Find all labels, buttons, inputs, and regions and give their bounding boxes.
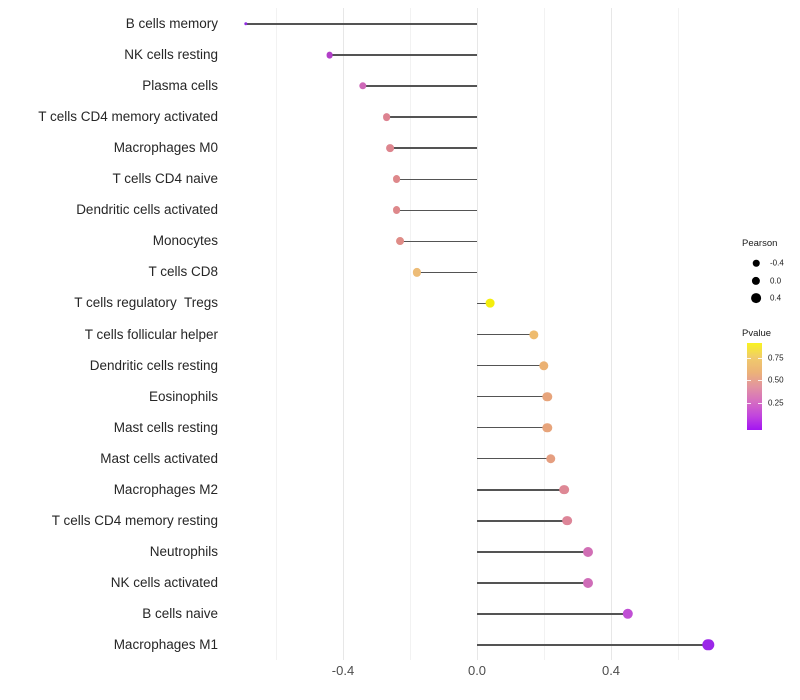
lollipop-stem [477, 582, 588, 584]
y-axis-label: Eosinophils [148, 388, 218, 404]
lollipop-stem [477, 333, 534, 336]
lollipop-stem [399, 240, 477, 243]
lollipop-dot [582, 577, 593, 588]
y-axis-label: Mast cells resting [113, 419, 218, 435]
legend-size-label: 0.4 [770, 293, 782, 303]
lollipop-dot [542, 422, 553, 433]
lollipop-stem [389, 147, 477, 149]
lollipop-dot [622, 608, 633, 620]
y-axis-label: T cells CD8 [148, 264, 218, 280]
lollipop-dot [412, 268, 421, 277]
y-axis-label: NK cells activated [110, 574, 218, 590]
lollipop-dot [529, 329, 539, 340]
y-axis-label: Macrophages M1 [113, 636, 218, 652]
y-axis-label: T cells CD4 naive [112, 171, 218, 187]
minor-gridline [543, 8, 545, 660]
lollipop-dot [545, 453, 556, 464]
y-axis-label: Neutrophils [149, 543, 218, 559]
y-axis-label: T cells CD4 memory activated [38, 109, 218, 125]
y-axis-label: B cells naive [142, 605, 218, 621]
y-axis-label: T cells regulatory Tregs [74, 295, 218, 311]
pvalue-tickmark [747, 403, 751, 405]
lollipop-stem [477, 520, 568, 522]
lollipop-dot [392, 206, 401, 215]
pvalue-tickmark [758, 380, 762, 382]
legend-size-dot [751, 293, 761, 303]
lollipop-dot [385, 144, 394, 153]
x-axis-tick-label: 0.0 [467, 663, 487, 678]
lollipop-dot [395, 237, 404, 246]
lollipop-dot [582, 546, 593, 557]
legend-size-dot [752, 259, 760, 267]
lollipop-stem [363, 85, 477, 87]
lollipop-dot [559, 484, 569, 495]
major-gridline [610, 8, 612, 660]
lollipop-stem [386, 116, 477, 118]
legend-size-label: -0.4 [770, 258, 784, 268]
lollipop-stem [477, 489, 565, 491]
lollipop-stem [245, 23, 477, 25]
pvalue-tickmark [758, 357, 762, 359]
legend-pvalue-title: Pvalue [742, 328, 772, 339]
lollipop-dot [539, 360, 549, 371]
legend-pearson-title: Pearson [742, 238, 778, 249]
y-axis-label: T cells follicular helper [84, 326, 218, 342]
lollipop-dot [562, 515, 573, 526]
lollipop-dot [485, 299, 495, 308]
pvalue-tick-label: 0.25 [768, 398, 784, 408]
lollipop-stem [416, 271, 477, 274]
x-axis-tick-label: -0.4 [331, 663, 355, 678]
y-axis-label: NK cells resting [124, 46, 218, 62]
lollipop-stem [477, 426, 548, 429]
lollipop-dot [542, 391, 553, 402]
lollipop-stem [329, 54, 477, 56]
y-axis-label: Macrophages M2 [113, 481, 218, 497]
lollipop-stem [477, 644, 709, 646]
lollipop-stem [396, 209, 477, 212]
minor-gridline [677, 8, 679, 660]
legend-size-label: 0.0 [770, 276, 782, 285]
lollipop-dot [392, 175, 401, 184]
y-axis-label: Dendritic cells resting [89, 357, 218, 373]
lollipop-dot [244, 22, 248, 26]
pvalue-colorbar-icon [747, 343, 762, 430]
lollipop-stem [477, 364, 544, 367]
minor-gridline [409, 8, 411, 660]
lollipop-dot [326, 51, 333, 59]
y-axis-label: T cells CD4 memory resting [51, 512, 218, 528]
minor-gridline [275, 8, 277, 660]
lollipop-stem [477, 613, 628, 615]
pvalue-tickmark [747, 357, 751, 359]
y-axis-label: Monocytes [152, 233, 218, 249]
legend-size-dot [751, 276, 761, 285]
lollipop-dot [702, 639, 714, 651]
y-axis-label: Dendritic cells activated [76, 202, 218, 218]
lollipop-stem [477, 457, 551, 460]
lollipop-stem [477, 551, 588, 553]
legend: Pearson -0.4 0.0 0.4 Pvalue 0.75 0.50 0.25 [742, 238, 800, 438]
pvalue-tick-label: 0.50 [768, 375, 784, 385]
y-axis-label: Plasma cells [142, 77, 218, 93]
pvalue-tick-label: 0.75 [768, 353, 784, 363]
lollipop-dot [359, 82, 367, 90]
lollipop-stem [477, 395, 548, 398]
major-gridline [342, 8, 344, 660]
x-axis-tick-label: 0.4 [601, 663, 621, 678]
pvalue-tickmark [758, 403, 762, 405]
lollipop-dot [382, 113, 391, 122]
y-axis-label: Mast cells activated [100, 450, 218, 466]
pvalue-tickmark [747, 380, 751, 382]
y-axis-label: Macrophages M0 [113, 140, 218, 156]
lollipop-stem [477, 302, 491, 305]
lollipop-stem [396, 178, 477, 180]
y-axis-label: B cells memory [125, 15, 218, 31]
